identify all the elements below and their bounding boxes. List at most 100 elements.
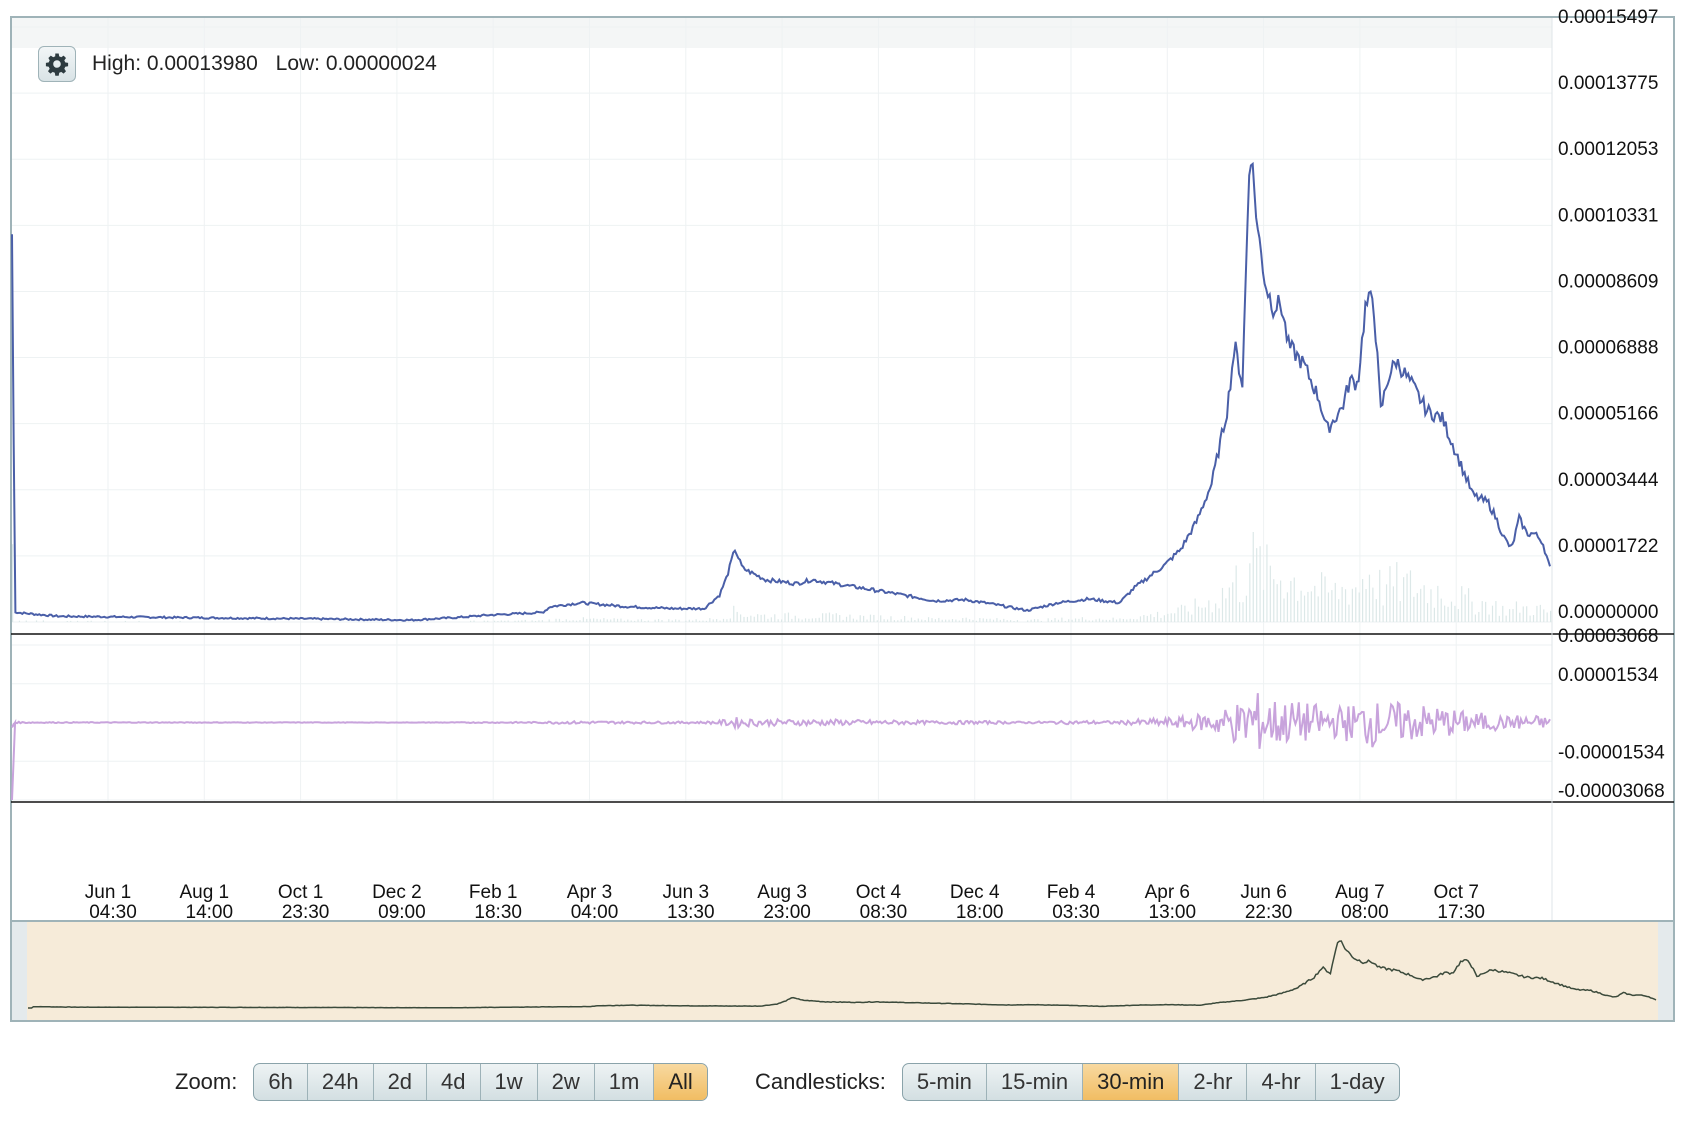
navigator-background[interactable] <box>27 922 1658 1020</box>
volume-bar <box>1423 585 1425 622</box>
volume-bar <box>1331 590 1333 622</box>
volume-bar <box>531 620 533 622</box>
volume-bar <box>671 620 673 622</box>
volume-bar <box>1170 613 1172 622</box>
volume-bar <box>1163 615 1165 622</box>
volume-bar <box>863 615 865 622</box>
volume-bar <box>1061 617 1063 622</box>
candlestick-button-1-day[interactable]: 1-day <box>1329 1069 1385 1094</box>
volume-bar <box>743 616 745 622</box>
volume-bar <box>487 620 489 622</box>
candlestick-button-30-min[interactable]: 30-min <box>1083 1064 1180 1100</box>
volume-bar <box>951 619 954 622</box>
candlestick-button-15-min[interactable]: 15-min <box>987 1064 1084 1100</box>
volume-bar <box>589 618 591 622</box>
candlestick-button-2-hr[interactable]: 2-hr <box>1179 1064 1248 1100</box>
volume-bar <box>1303 595 1306 622</box>
x-tick-date: Aug 7 <box>1335 882 1385 903</box>
volume-bar <box>938 617 940 622</box>
volume-bar <box>698 620 701 622</box>
navigator-left-handle[interactable] <box>12 922 27 1020</box>
volume-bar <box>1502 605 1504 622</box>
volume-bar <box>811 618 813 622</box>
volume-bar <box>982 618 984 622</box>
volume-bar <box>1321 572 1323 622</box>
volume-bar <box>842 619 844 622</box>
volume-bar <box>975 620 978 622</box>
zoom-button-all[interactable]: All <box>654 1064 707 1100</box>
volume-bar <box>1191 614 1193 622</box>
volume-bar <box>873 614 875 622</box>
volume-bar <box>760 614 762 622</box>
high-low-readout: High: 0.00013980 Low: 0.00000024 <box>92 52 449 76</box>
volume-bar <box>1068 619 1070 622</box>
volume-bar <box>1146 615 1148 622</box>
volume-bar <box>702 620 704 622</box>
volume-bar <box>1440 598 1442 622</box>
volume-bar <box>845 616 848 622</box>
volume-bar <box>579 620 581 622</box>
zoom-button-2d[interactable]: 2d <box>374 1064 428 1100</box>
volume-bar <box>1174 613 1176 622</box>
volume-bar <box>534 620 537 622</box>
volume-bar <box>1344 589 1347 622</box>
volume-bar <box>1416 593 1418 622</box>
x-tick-date: Dec 4 <box>950 882 1000 903</box>
candlesticks-label: Candlesticks: <box>755 1069 886 1094</box>
volume-bar <box>962 618 964 622</box>
volume-bar <box>1358 592 1360 622</box>
x-tick-date: Oct 1 <box>278 882 323 903</box>
volume-bar <box>828 612 831 622</box>
volume-bar <box>1109 619 1111 622</box>
volume-bar <box>866 619 868 622</box>
volume-bar <box>692 620 694 622</box>
zoom-button-2w[interactable]: 2w <box>538 1064 595 1100</box>
y-tick-label: 0.00006888 <box>1558 338 1658 359</box>
x-tick-time: 23:00 <box>763 902 811 923</box>
osc-y-tick-label: 0.00003068 <box>1558 626 1658 647</box>
volume-bar <box>1102 619 1104 622</box>
settings-button[interactable] <box>38 46 76 82</box>
volume-bar <box>1526 606 1528 622</box>
volume-bar <box>1310 591 1312 622</box>
volume-bar <box>1532 615 1535 622</box>
candlestick-button-group: 5-min 15-min 30-min 2-hr 4-hr 1-day <box>901 1063 1400 1101</box>
x-tick-date: Aug 1 <box>179 882 229 903</box>
volume-bar <box>1399 601 1401 622</box>
zoom-controls: Zoom: 6h 24h 2d 4d 1w 2w 1m All <box>175 1063 708 1101</box>
volume-bar <box>746 616 749 622</box>
volume-bar <box>586 618 588 622</box>
volume-bar <box>644 620 646 622</box>
volume-bar <box>562 620 564 622</box>
volume-bar <box>572 620 574 622</box>
volume-bar <box>1365 588 1367 622</box>
volume-bar <box>722 618 725 622</box>
zoom-button-4d[interactable]: 4d <box>427 1064 481 1100</box>
candlestick-controls: Candlesticks: 5-min 15-min 30-min 2-hr 4-hr 1… <box>755 1063 1400 1101</box>
navigator-right-handle[interactable] <box>1658 922 1673 1020</box>
volume-bar <box>883 619 885 622</box>
volume-bar <box>1266 544 1268 622</box>
candlestick-button-4-hr[interactable]: 4-hr <box>1247 1064 1316 1100</box>
volume-bar <box>791 618 793 622</box>
zoom-button-1w[interactable]: 1w <box>481 1064 538 1100</box>
x-tick-time: 03:30 <box>1052 902 1100 923</box>
volume-bar <box>1215 603 1217 622</box>
zoom-button-6h[interactable]: 6h <box>254 1064 308 1100</box>
volume-bar <box>1078 618 1080 622</box>
volume-bars <box>12 532 1552 622</box>
candlestick-button-5-min[interactable]: 5-min <box>903 1064 987 1100</box>
zoom-button-24h[interactable]: 24h <box>308 1064 374 1100</box>
volume-bar <box>900 619 902 622</box>
volume-bar <box>716 619 718 622</box>
volume-bar <box>70 620 72 622</box>
volume-bar <box>640 619 643 622</box>
volume-bar <box>1249 563 1251 622</box>
volume-bar <box>1529 615 1531 622</box>
volume-bar <box>1218 608 1220 622</box>
zoom-button-1m[interactable]: 1m <box>595 1064 655 1100</box>
volume-bar <box>1027 620 1029 622</box>
volume-bar <box>1033 619 1036 622</box>
volume-bar <box>876 620 878 622</box>
